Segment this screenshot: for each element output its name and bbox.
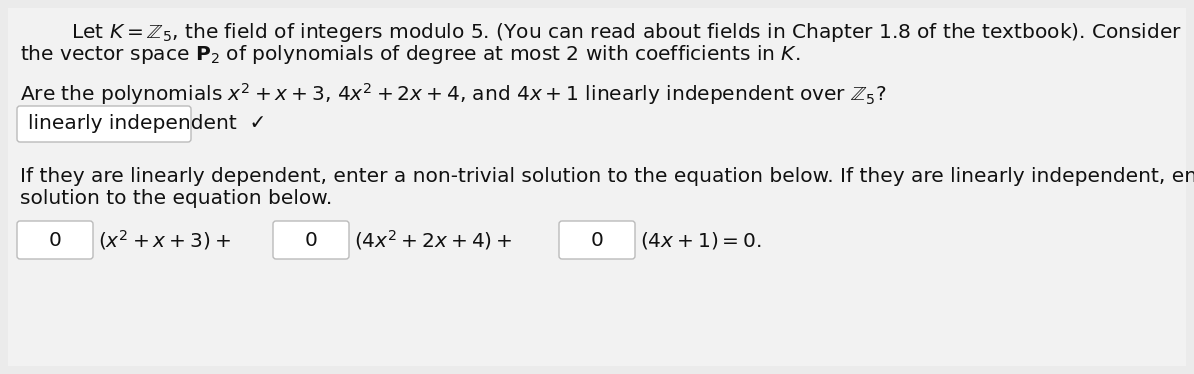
FancyBboxPatch shape bbox=[17, 221, 93, 259]
Text: Let $K = \mathbb{Z}_5$, the field of integers modulo 5. (You can read about fiel: Let $K = \mathbb{Z}_5$, the field of int… bbox=[20, 21, 1182, 44]
Text: solution to the equation below.: solution to the equation below. bbox=[20, 189, 332, 208]
FancyBboxPatch shape bbox=[17, 106, 191, 142]
FancyBboxPatch shape bbox=[8, 8, 1186, 366]
Text: Are the polynomials $x^2 + x + 3$, $4x^2 + 2x + 4$, and $4x + 1$ linearly indepe: Are the polynomials $x^2 + x + 3$, $4x^2… bbox=[20, 81, 886, 107]
Text: If they are linearly dependent, enter a non-trivial solution to the equation bel: If they are linearly dependent, enter a … bbox=[20, 167, 1194, 186]
Text: $(x^2 + x + 3)+$: $(x^2 + x + 3)+$ bbox=[98, 228, 230, 252]
Text: 0: 0 bbox=[304, 230, 318, 249]
Text: $(4x + 1) = 0.$: $(4x + 1) = 0.$ bbox=[640, 230, 762, 251]
Text: 0: 0 bbox=[591, 230, 603, 249]
Text: the vector space $\mathbf{P}_2$ of polynomials of degree at most 2 with coeffici: the vector space $\mathbf{P}_2$ of polyn… bbox=[20, 43, 800, 66]
FancyBboxPatch shape bbox=[273, 221, 349, 259]
Text: $(4x^2 + 2x + 4)+$: $(4x^2 + 2x + 4)+$ bbox=[353, 228, 512, 252]
Text: linearly independent  ✓: linearly independent ✓ bbox=[27, 114, 266, 133]
FancyBboxPatch shape bbox=[559, 221, 635, 259]
Text: 0: 0 bbox=[49, 230, 61, 249]
